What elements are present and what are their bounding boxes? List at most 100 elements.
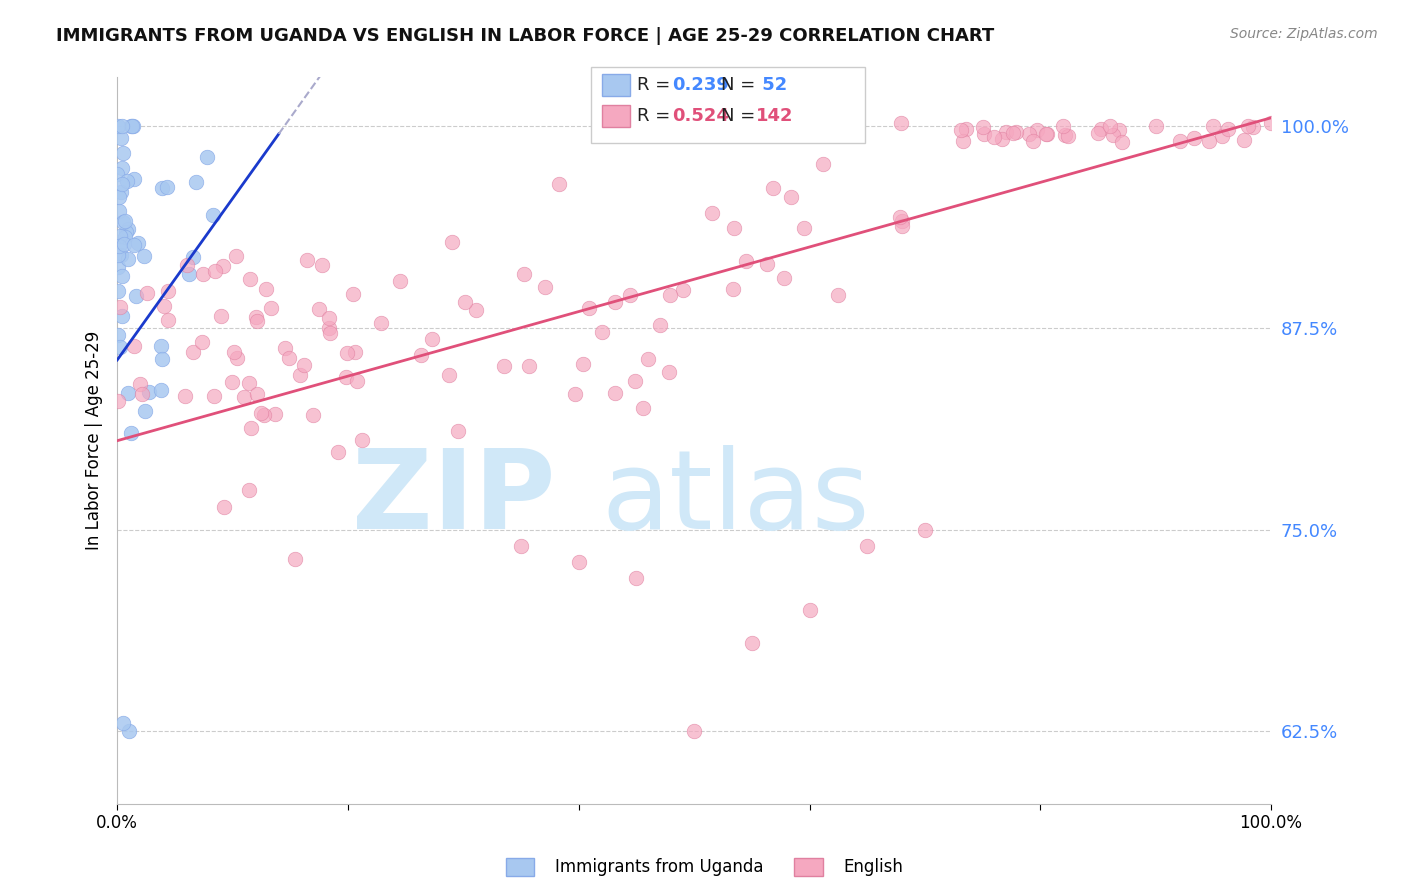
Point (827, 288, 849, 302)
Point (517, 359, 540, 373)
Point (111, 716, 134, 731)
Point (177, 267, 200, 281)
Point (128, 377, 150, 392)
Point (1052, 119, 1074, 133)
Point (624, 374, 647, 388)
Point (111, 161, 134, 176)
Point (388, 274, 411, 288)
Point (619, 288, 641, 302)
Point (108, 228, 131, 243)
Point (110, 131, 132, 145)
Point (1198, 135, 1220, 149)
Point (603, 386, 626, 401)
Point (983, 129, 1005, 144)
Point (793, 221, 815, 235)
Point (225, 249, 247, 263)
Point (1005, 125, 1028, 139)
Point (1035, 127, 1057, 141)
Point (572, 357, 595, 371)
Point (591, 325, 613, 339)
Point (156, 285, 179, 299)
Text: 52: 52 (756, 76, 787, 94)
Point (108, 203, 131, 218)
Point (107, 284, 129, 298)
Point (260, 301, 283, 316)
Point (648, 318, 671, 332)
Point (117, 221, 139, 235)
Point (204, 264, 226, 278)
Point (420, 332, 443, 346)
Point (1211, 129, 1233, 144)
Point (683, 724, 706, 739)
Point (578, 301, 600, 315)
Point (288, 368, 311, 383)
Point (239, 272, 262, 286)
Point (914, 523, 936, 537)
Text: 142: 142 (756, 107, 794, 125)
Point (121, 119, 143, 133)
Point (1053, 128, 1076, 142)
Point (780, 190, 803, 204)
Point (138, 384, 160, 399)
Point (723, 282, 745, 296)
Point (1098, 119, 1121, 133)
Point (253, 408, 276, 422)
Point (107, 328, 129, 343)
Point (238, 483, 260, 498)
Point (246, 314, 269, 328)
Point (122, 238, 145, 252)
Point (110, 247, 132, 261)
Point (114, 230, 136, 244)
Point (311, 258, 333, 272)
Point (132, 249, 155, 263)
Point (510, 539, 533, 553)
Text: N =: N = (721, 76, 761, 94)
Point (108, 340, 131, 354)
Point (107, 260, 129, 275)
Point (191, 335, 214, 350)
Point (631, 401, 654, 416)
Point (224, 344, 246, 359)
Point (122, 172, 145, 186)
Point (336, 346, 359, 360)
Point (1101, 128, 1123, 143)
Point (107, 394, 129, 409)
Point (274, 342, 297, 356)
Point (762, 180, 785, 194)
Point (799, 603, 821, 617)
Point (1144, 119, 1167, 133)
Point (409, 348, 432, 362)
Point (350, 433, 373, 447)
Point (246, 387, 269, 401)
Text: 0.524: 0.524 (672, 107, 728, 125)
Point (808, 123, 831, 137)
Text: ZIP: ZIP (353, 445, 555, 552)
Point (221, 375, 243, 389)
Point (254, 282, 277, 296)
Point (447, 425, 470, 439)
Point (890, 219, 912, 233)
Point (118, 724, 141, 739)
Point (181, 250, 204, 264)
Point (120, 119, 142, 133)
Point (991, 132, 1014, 146)
Point (150, 339, 173, 353)
Point (734, 254, 756, 268)
Point (117, 252, 139, 266)
Point (122, 339, 145, 353)
Point (672, 283, 695, 297)
Point (240, 420, 263, 434)
Point (264, 407, 287, 421)
Point (107, 119, 129, 133)
Text: R =: R = (637, 107, 676, 125)
Point (157, 312, 180, 326)
Point (152, 299, 174, 313)
Point (117, 385, 139, 400)
Point (107, 248, 129, 262)
Point (277, 351, 299, 365)
Text: Source: ZipAtlas.com: Source: ZipAtlas.com (1230, 27, 1378, 41)
Point (1241, 120, 1264, 134)
Point (773, 270, 796, 285)
Point (723, 221, 745, 235)
Point (226, 351, 249, 365)
